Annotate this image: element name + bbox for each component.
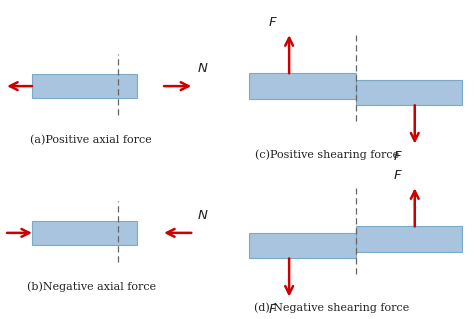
Text: (d) Negative shearing force: (d) Negative shearing force (254, 302, 410, 313)
Bar (249, 73, 356, 99)
Text: (a)Positive axial force: (a)Positive axial force (30, 135, 152, 145)
Text: $F$: $F$ (393, 169, 403, 182)
Bar (356, 80, 462, 105)
Text: (c)Positive shearing force: (c)Positive shearing force (255, 149, 399, 160)
Bar (32, 74, 137, 98)
Text: $N$: $N$ (197, 62, 209, 75)
Text: $F$: $F$ (393, 150, 403, 163)
Text: $F$: $F$ (268, 303, 277, 316)
Text: $N$: $N$ (197, 209, 209, 222)
Bar (249, 233, 356, 258)
Bar (32, 221, 137, 245)
Text: $F$: $F$ (268, 16, 277, 29)
Text: (b)Negative axial force: (b)Negative axial force (27, 281, 156, 292)
Bar (356, 226, 462, 252)
